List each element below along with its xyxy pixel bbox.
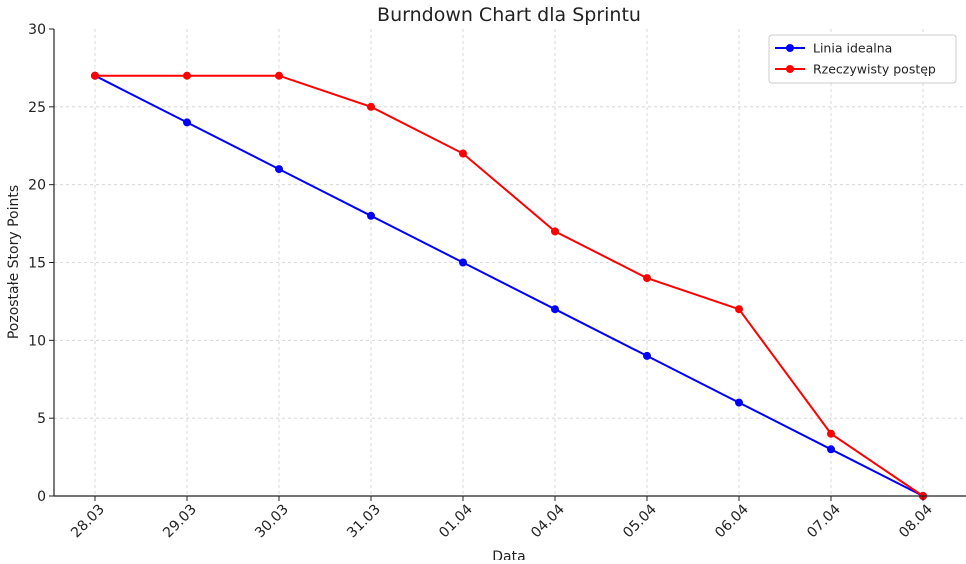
y-tick-label: 30	[28, 22, 46, 38]
data-point-actual	[459, 149, 467, 158]
data-point-actual	[643, 274, 651, 283]
legend-box	[768, 34, 957, 84]
x-tick-label: 04.04	[528, 501, 568, 541]
y-axis-title: Pozostałe Story Points	[6, 185, 22, 339]
data-point-actual	[275, 71, 283, 80]
y-tick-label: 0	[37, 489, 46, 505]
x-tick-label: 06.04	[712, 501, 752, 541]
data-point-actual	[183, 71, 191, 80]
data-point-actual	[91, 71, 99, 80]
legend-marker-actual	[786, 65, 794, 73]
data-point-ideal	[643, 351, 651, 360]
series-line-actual	[95, 74, 924, 497]
legend-label-actual: Rzeczywisty postęp	[813, 62, 936, 77]
y-tick-label: 10	[28, 333, 46, 349]
data-point-ideal	[183, 118, 191, 127]
data-point-ideal	[275, 165, 283, 174]
legend-marker-ideal	[786, 44, 794, 52]
data-point-ideal	[551, 305, 559, 314]
data-point-ideal	[459, 258, 467, 267]
series-layer	[91, 71, 927, 500]
y-tick-label: 20	[28, 178, 46, 194]
chart-legend: Linia idealna Rzeczywisty postęp	[768, 34, 957, 84]
x-tick-label: 08.04	[896, 501, 936, 541]
y-tick-label: 5	[37, 411, 46, 427]
x-axis-title: Data	[492, 549, 525, 560]
x-tick-label: 28.03	[68, 502, 108, 542]
data-point-actual	[827, 429, 835, 438]
x-tick-label: 05.04	[620, 501, 660, 541]
grid-layer	[54, 29, 966, 496]
x-tick-label: 30.03	[252, 502, 292, 542]
data-point-actual	[551, 227, 559, 236]
x-tick-label: 29.03	[160, 502, 200, 542]
data-point-actual	[367, 102, 375, 111]
x-tick-label: 31.03	[344, 502, 384, 542]
legend-label-ideal: Linia idealna	[813, 41, 892, 56]
data-point-ideal	[367, 211, 375, 220]
y-tick-label: 15	[28, 256, 46, 272]
y-tick-label: 25	[28, 100, 46, 116]
x-tick-label: 01.04	[436, 501, 476, 541]
data-point-actual	[735, 305, 743, 314]
series-line-ideal	[94, 74, 924, 497]
x-tick-label: 07.04	[804, 501, 844, 541]
chart-title: Burndown Chart dla Sprintu	[377, 4, 641, 26]
axes-layer: 28.03 29.03 30.03 31.03 01.04 04.04 05.04 06.04…	[28, 22, 966, 541]
data-point-ideal	[735, 398, 743, 407]
data-point-ideal	[827, 445, 835, 454]
